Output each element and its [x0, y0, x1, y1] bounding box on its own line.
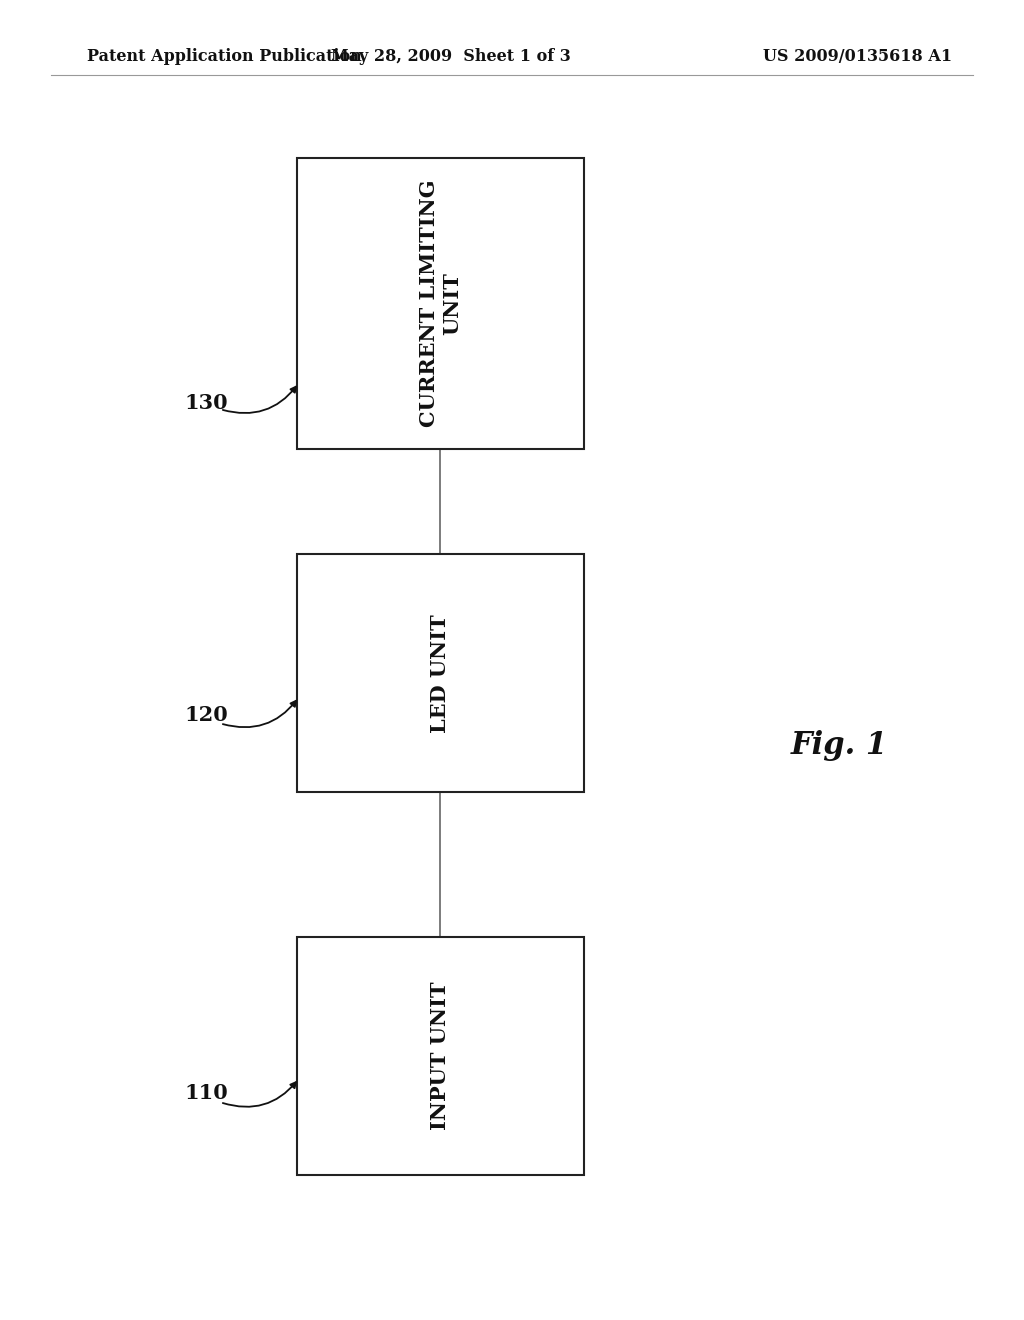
Text: INPUT UNIT: INPUT UNIT	[430, 982, 451, 1130]
Text: CURRENT LIMITING
UNIT: CURRENT LIMITING UNIT	[419, 180, 462, 428]
Bar	[297, 554, 584, 792]
Text: Patent Application Publication: Patent Application Publication	[87, 49, 361, 65]
Bar	[297, 158, 584, 449]
Text: US 2009/0135618 A1: US 2009/0135618 A1	[763, 49, 952, 65]
Text: LED UNIT: LED UNIT	[430, 614, 451, 733]
Text: 110: 110	[184, 1082, 228, 1104]
Text: 130: 130	[184, 392, 228, 413]
Text: Fig. 1: Fig. 1	[792, 730, 888, 762]
Text: May 28, 2009  Sheet 1 of 3: May 28, 2009 Sheet 1 of 3	[331, 49, 570, 65]
Text: 120: 120	[184, 705, 228, 726]
Bar	[297, 937, 584, 1175]
